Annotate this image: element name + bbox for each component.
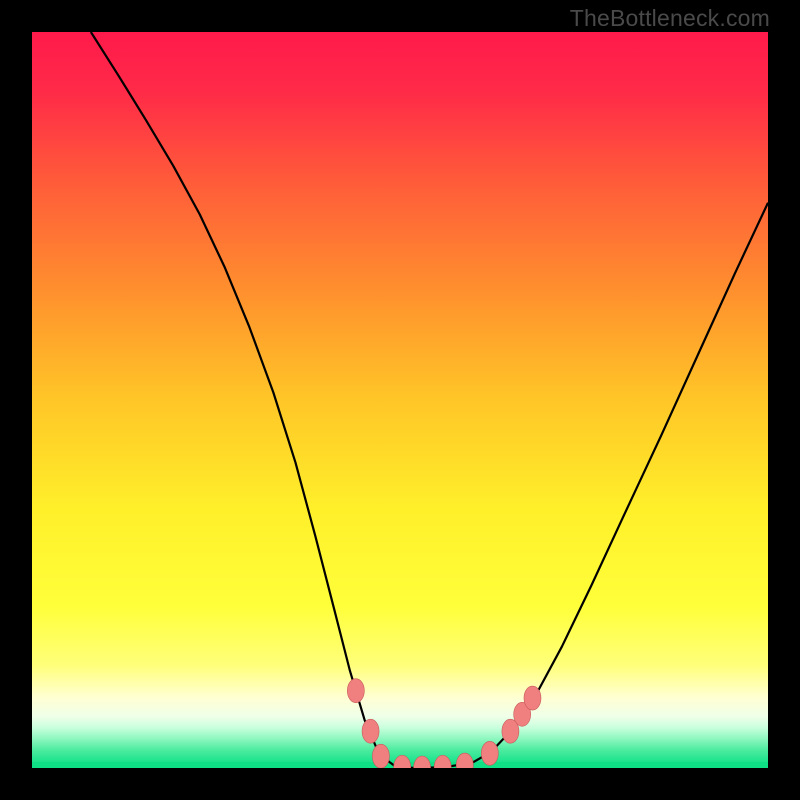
bottleneck-curve bbox=[91, 32, 768, 768]
plot-area bbox=[32, 32, 768, 768]
valley-marker bbox=[372, 744, 389, 768]
valley-marker bbox=[434, 755, 451, 768]
valley-marker bbox=[456, 753, 473, 768]
valley-marker bbox=[394, 755, 411, 768]
valley-marker bbox=[347, 679, 364, 703]
valley-marker bbox=[414, 756, 431, 768]
watermark-text: TheBottleneck.com bbox=[570, 5, 770, 32]
valley-marker bbox=[362, 719, 379, 743]
valley-marker bbox=[524, 686, 541, 710]
chart-stage: TheBottleneck.com bbox=[0, 0, 800, 800]
chart-overlay bbox=[32, 32, 768, 768]
valley-marker bbox=[481, 741, 498, 765]
